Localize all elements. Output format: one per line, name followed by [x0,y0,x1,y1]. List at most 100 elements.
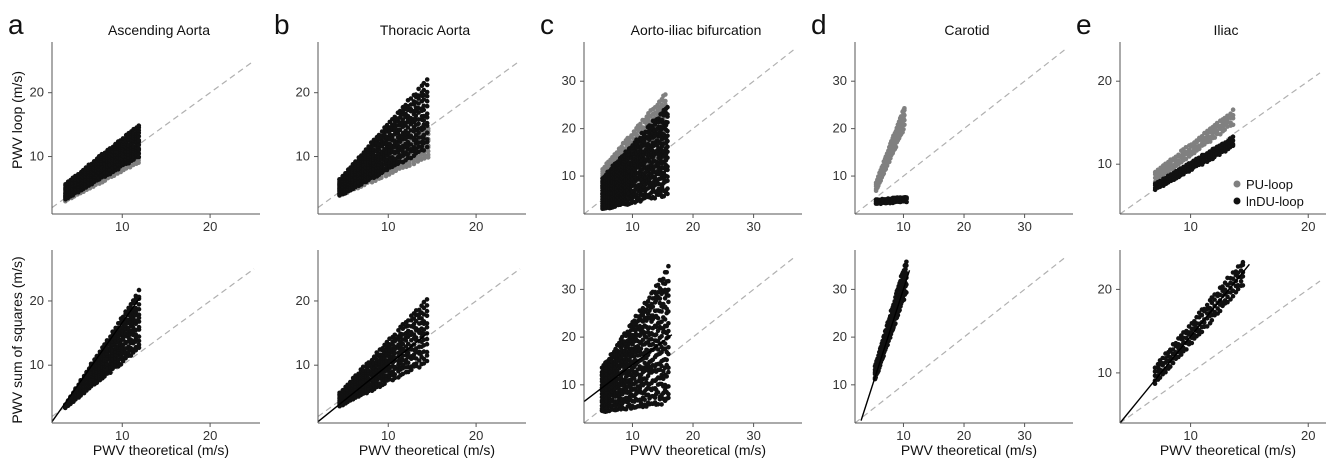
data-point [881,171,887,176]
data-point [136,302,142,307]
data-point [904,263,909,268]
legend-pu-label: PU-loop [1246,177,1293,192]
data-point [421,118,427,123]
y-tick-label: 10 [562,168,576,183]
data-point [666,321,671,326]
data-point [1228,297,1233,302]
panel-letter: b [274,9,290,40]
data-point [665,149,670,154]
data-point [640,305,646,311]
data-point [650,341,656,347]
data-point [392,344,398,350]
data-point [1209,318,1215,323]
data-point [645,299,651,304]
x-tick-label: 20 [1301,219,1315,234]
data-point [408,96,414,101]
data-point [424,82,430,88]
y-tick-label: 30 [562,73,576,88]
data-point [424,358,430,364]
x-tick-label: 10 [896,219,910,234]
series-lndu-loop [600,104,670,211]
data-point [421,327,427,333]
data-point [887,159,892,165]
data-point [421,361,427,366]
data-point [655,328,661,334]
panel-letter: a [8,9,24,40]
y-tick-label: 10 [296,357,310,372]
data-point [133,321,139,327]
series-data [872,259,909,382]
identity-line [854,47,1068,215]
data-point [666,365,671,371]
panel-title: Aorto-iliac bifurcation [631,22,762,38]
data-point [136,334,142,339]
data-point [655,282,661,288]
data-point [1233,290,1239,295]
data-point [1230,293,1236,299]
y-tick-label: 20 [562,121,576,136]
data-point [413,318,419,324]
data-point [1220,284,1225,289]
data-point [1230,134,1236,139]
data-point [1189,340,1195,346]
identity-line [854,255,1068,424]
data-point [665,104,670,110]
data-point [1214,128,1220,134]
data-point [1230,141,1236,147]
data-point [104,367,110,372]
data-point [360,368,366,373]
data-point [659,334,664,339]
data-point [638,309,644,315]
data-point [416,105,421,111]
data-point [366,386,371,392]
y-tick-label: 20 [30,293,44,308]
data-point [665,144,670,149]
identity-line [1119,280,1321,424]
data-point [136,338,142,344]
scatter-points [600,92,670,211]
panel-letter: d [811,9,827,40]
y-tick-label: 10 [296,149,310,164]
x-tick-label: 10 [1183,219,1197,234]
data-point [421,107,427,113]
x-tick-label: 20 [469,428,483,443]
data-point [662,317,668,322]
x-tick-label: 10 [115,219,129,234]
data-point [620,334,625,340]
series-lndu-loop [63,123,142,202]
data-point [659,372,664,378]
data-point [421,126,427,131]
data-point [424,98,430,104]
data-point [123,323,128,328]
data-point [416,121,421,127]
scatter-points [63,287,142,411]
legend-indu-label: lnDU-loop [1246,194,1304,209]
series-lndu-loop [873,195,909,207]
data-point [131,157,136,162]
data-point [655,390,661,395]
legend-indu-marker [1233,197,1241,205]
data-point [136,151,142,156]
data-point [424,93,430,99]
data-point [1168,364,1173,369]
data-point [416,130,421,135]
data-point [897,307,902,313]
data-point [424,349,430,355]
data-point [424,353,430,358]
data-point [136,134,142,139]
data-point [392,351,398,356]
data-point [666,287,671,293]
data-point [1240,274,1246,279]
scatter-points [63,123,142,204]
y-tick-label: 10 [562,377,576,392]
data-point [665,167,670,173]
x-tick-label: 10 [1183,428,1197,443]
ylabel-bottom: PWV sum of squares (m/s) [9,256,25,423]
series-data [63,287,142,411]
data-point [904,290,909,295]
data-point [1230,138,1236,143]
data-point [424,297,430,302]
data-point [1178,352,1184,357]
